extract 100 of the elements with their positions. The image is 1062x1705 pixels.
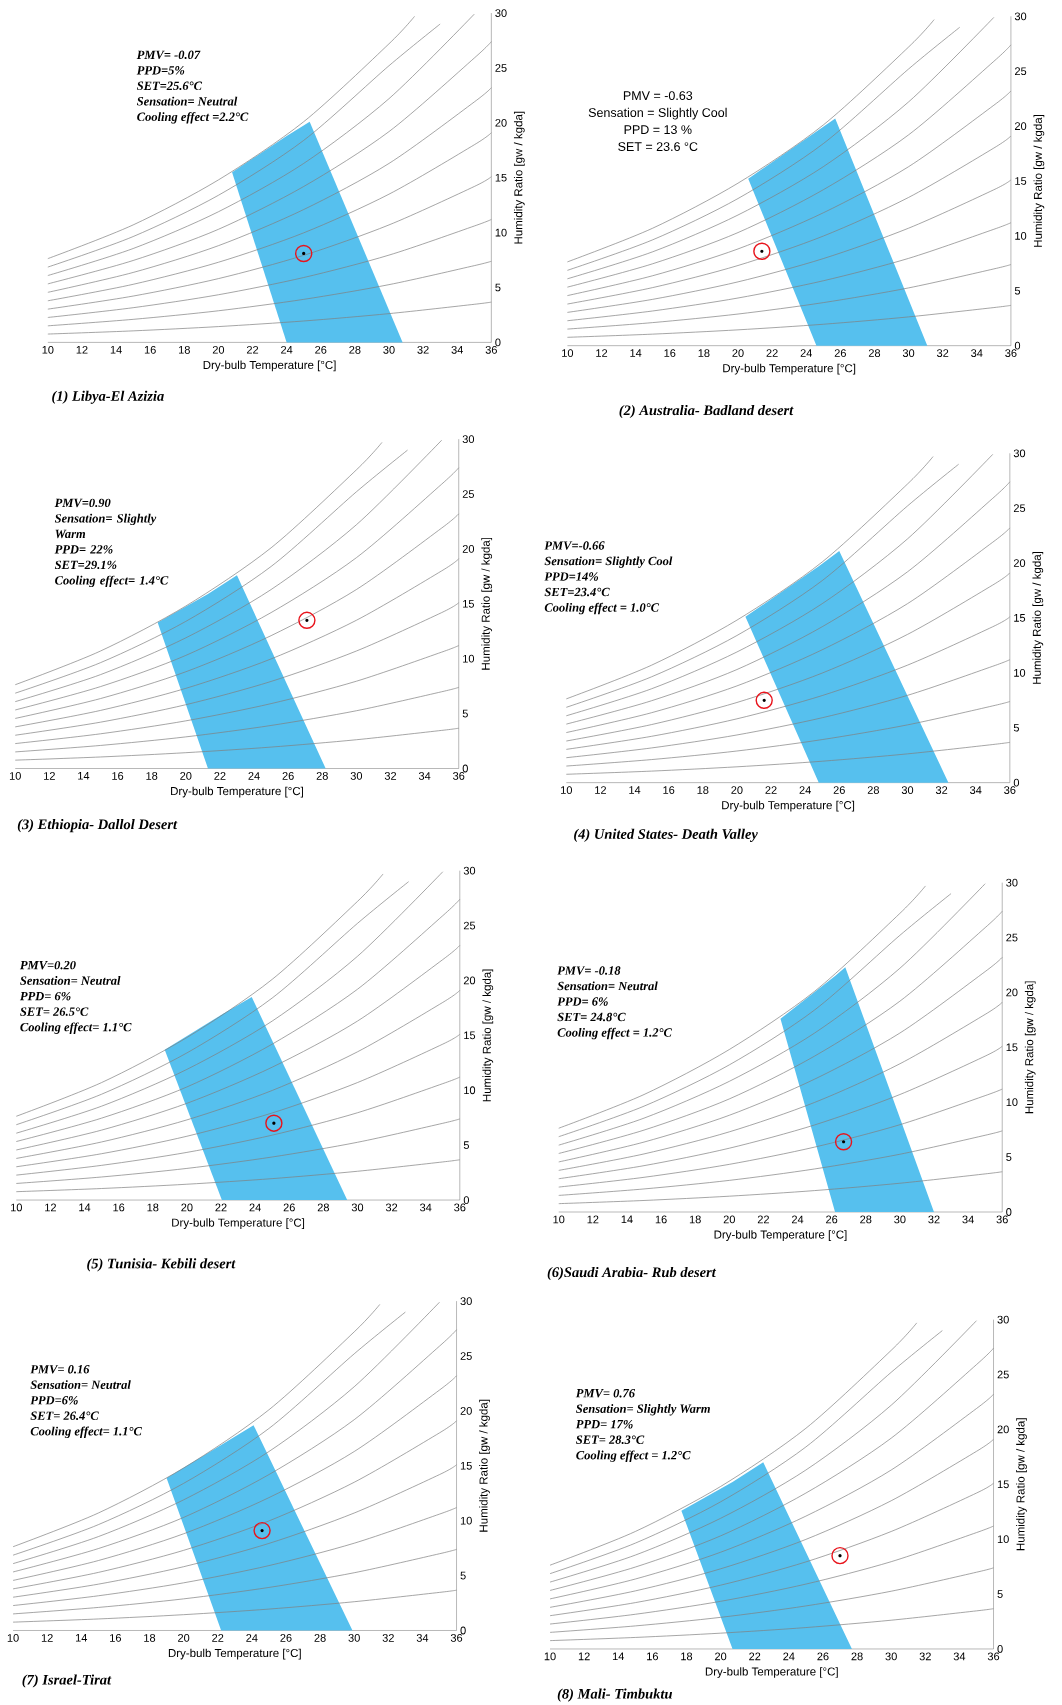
x-tick-label: 16 xyxy=(112,772,124,780)
x-tick-label: 20 xyxy=(731,786,743,794)
line-series xyxy=(14,467,460,711)
x-tick-label: 16 xyxy=(664,349,676,357)
x-tick-label: 32 xyxy=(936,349,949,357)
x-tick-label: 14 xyxy=(75,1634,88,1642)
x-tick-label: 12 xyxy=(596,349,608,357)
line-series xyxy=(12,1329,457,1573)
x-tick-label: 16 xyxy=(113,1203,125,1212)
x-tick-label: 20 xyxy=(732,349,744,357)
y-tick-label: 5 xyxy=(462,709,468,718)
x-tick-label: 20 xyxy=(715,1652,727,1661)
annotation: Cooling effect = 1.2°C xyxy=(557,1027,672,1040)
line-series xyxy=(47,176,492,310)
x-tick-label: 18 xyxy=(147,1203,159,1212)
y-tick-label: 20 xyxy=(462,545,475,553)
x-tick-label: 10 xyxy=(11,1203,22,1212)
x-tick-label: 20 xyxy=(178,1634,190,1642)
annotation: SET = 23.6 °C xyxy=(618,142,698,152)
x-tick-label: 22 xyxy=(246,345,259,354)
y-tick-label: 0 xyxy=(460,1626,466,1635)
text: (6)Saudi Arabia- Rub desert xyxy=(547,1266,717,1281)
x-tick-label: 12 xyxy=(595,786,607,794)
x-tick-label: 36 xyxy=(996,1215,1008,1224)
line-series xyxy=(12,1464,457,1598)
line-series xyxy=(565,701,1011,767)
x-tick-label: 18 xyxy=(697,786,709,794)
annotation: Cooling effect =2.2°C xyxy=(137,112,249,124)
line-series xyxy=(15,1118,461,1184)
y-tick-label: 30 xyxy=(1014,12,1027,21)
annotation: PMV=-0.66 xyxy=(544,541,605,550)
y-tick-label: 15 xyxy=(1015,177,1027,185)
line-series xyxy=(14,602,460,736)
line-series xyxy=(549,1482,994,1617)
x-tick-label: 36 xyxy=(454,1203,466,1212)
y-tick-label: 5 xyxy=(495,283,501,292)
annotation: Sensation= Slightly Warm xyxy=(54,513,157,539)
text: (4) United States- Death Valley xyxy=(574,828,758,842)
line-series xyxy=(47,301,492,335)
annotation: PMV = -0.63 xyxy=(623,91,693,101)
y-tick-label: 20 xyxy=(1006,988,1018,997)
line-series xyxy=(14,513,460,719)
y-tick-label: 10 xyxy=(1014,668,1026,677)
x-tick-label: 36 xyxy=(1004,786,1016,794)
annotation: Sensation= Slightly Warm xyxy=(576,1404,710,1416)
annotation: PPD=6% xyxy=(30,1396,78,1405)
line-series xyxy=(47,219,492,318)
x-tick-label: 10 xyxy=(9,772,21,780)
line-series xyxy=(565,741,1011,775)
y-tick-label: 30 xyxy=(997,1315,1009,1324)
x-tick-label: 28 xyxy=(316,772,328,780)
line-series xyxy=(14,558,460,728)
x-tick-label: 16 xyxy=(110,1634,122,1642)
x-tick-label: 34 xyxy=(451,345,463,354)
x-tick-label: 36 xyxy=(1005,349,1017,357)
line-series xyxy=(15,944,461,1151)
x-tick-label: 32 xyxy=(384,772,397,780)
y-tick-label: 15 xyxy=(1014,614,1026,622)
annotation: SET=29.1% xyxy=(54,560,117,570)
x-tick-label: 24 xyxy=(800,349,812,357)
line-series xyxy=(47,41,492,285)
y-tick-label: 15 xyxy=(464,1031,476,1040)
x-tick-label: 12 xyxy=(578,1652,590,1661)
y-tick-label: 0 xyxy=(463,1196,470,1204)
x-axis-title: Dry-bulb Temperature [°C] xyxy=(705,1667,838,1678)
x-tick-label: 32 xyxy=(919,1652,931,1661)
x-tick-label: 28 xyxy=(860,1215,872,1224)
y-tick-label: 5 xyxy=(463,1141,469,1149)
x-tick-label: 28 xyxy=(349,345,361,354)
x-tick-label: 18 xyxy=(144,1634,156,1642)
y-tick-label: 0 xyxy=(495,338,501,347)
line-series xyxy=(14,727,460,761)
x-axis-title: Dry-bulb Temperature [°C] xyxy=(168,1648,301,1660)
x-tick-label: 24 xyxy=(246,1634,258,1642)
x-tick-label: 22 xyxy=(766,349,778,357)
annotation: Cooling effect= 1.1°C xyxy=(20,1022,132,1034)
x-tick-label: 26 xyxy=(833,786,845,794)
x-tick-label: 26 xyxy=(282,772,294,780)
x-tick-label: 22 xyxy=(757,1215,769,1224)
annotation: Sensation= Slightly Cool xyxy=(544,556,673,568)
annotation: PMV= 0.76 xyxy=(575,1388,636,1398)
annotation: PPD = 13 % xyxy=(624,125,692,135)
x-tick-label: 26 xyxy=(280,1634,292,1642)
y-axis-title: Humidity Ratio [gw / kgda] xyxy=(481,537,493,670)
text: (7) Israel-Tirat xyxy=(22,1674,112,1688)
line-series xyxy=(549,1567,994,1633)
annotation: SET= 28.3°C xyxy=(576,1435,645,1444)
annotation: PPD= 22% xyxy=(54,545,113,554)
x-tick-label: 18 xyxy=(689,1215,701,1224)
y-axis-title: Humidity Ratio [gw / kgda] xyxy=(513,111,525,244)
line-series xyxy=(12,1589,457,1623)
y-tick-label: 30 xyxy=(462,435,475,444)
x-tick-label: 28 xyxy=(867,786,879,794)
y-tick-label: 5 xyxy=(997,1590,1003,1598)
x-tick-label: 10 xyxy=(553,1215,565,1224)
annotation: PPD= 6% xyxy=(557,997,608,1006)
annotation: Sensation= Neutral xyxy=(20,976,121,985)
y-tick-label: 15 xyxy=(997,1480,1009,1489)
annotation: PMV= 0.16 xyxy=(30,1365,90,1374)
line-series xyxy=(567,222,1012,322)
